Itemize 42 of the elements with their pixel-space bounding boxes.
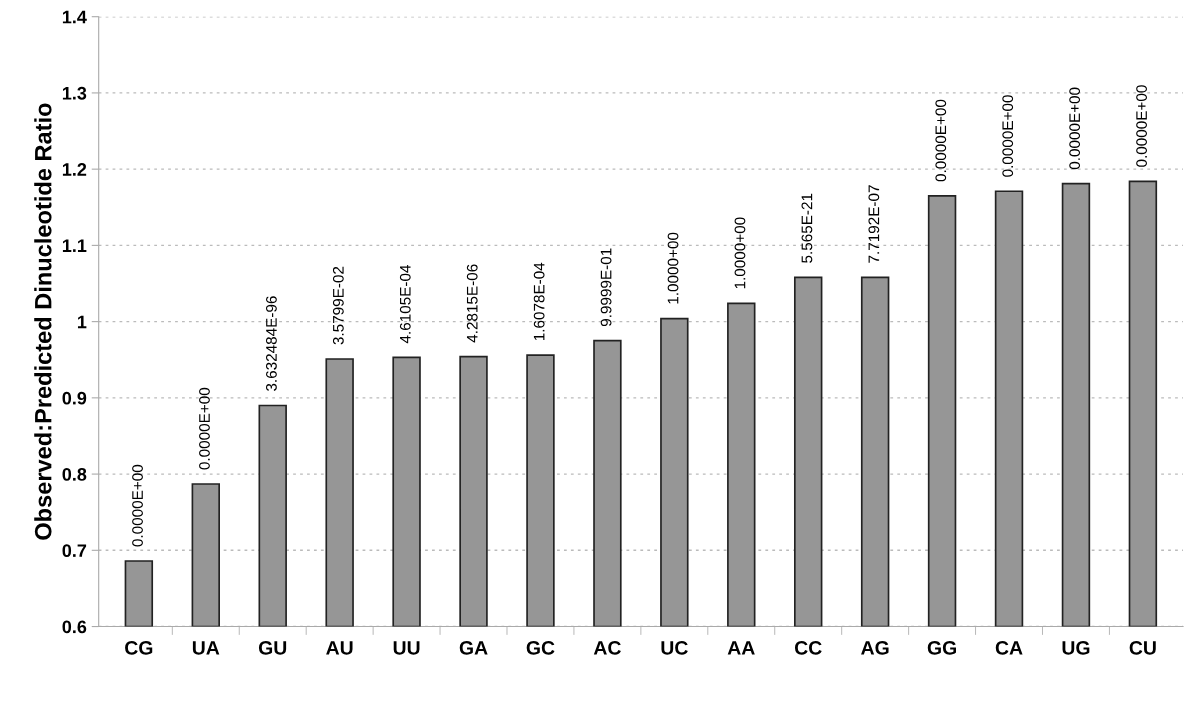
x-tick-label: GA [459, 640, 488, 655]
x-tick-label: CC [794, 640, 822, 655]
x-tick-label: AG [861, 640, 889, 655]
y-tick-label: 1 [77, 315, 87, 329]
x-tick-label: GG [927, 640, 956, 655]
annotation: 4.6105E-04 [399, 265, 411, 344]
y-tick-label: 1.2 [62, 163, 87, 176]
annotation: 0.0000E+00 [1002, 95, 1014, 177]
annotation: 1.0000+00 [734, 217, 746, 289]
annotation: 5.565E-21 [801, 193, 813, 263]
y-tick-label: 1.1 [62, 239, 87, 252]
annotation: 3.632484E-96 [266, 296, 277, 391]
x-tick-label: AA [727, 641, 755, 655]
x-tick-label: CA [995, 640, 1023, 655]
annotation: 3.5799E-02 [332, 266, 344, 345]
annotation: 0.0000E+00 [935, 99, 947, 182]
annotation: 0.0000E+00 [132, 464, 143, 547]
x-tick-label: GC [526, 640, 555, 655]
annotation: 0.0000E+00 [1069, 87, 1081, 170]
annotation: 1.6078E-04 [533, 262, 545, 341]
y-tick-label: 1.4 [62, 10, 87, 24]
annotation: 7.7192E-07 [868, 185, 880, 263]
annotation: 0.0000E+00 [199, 387, 210, 470]
annotation: 0.0000E+00 [1136, 85, 1147, 167]
x-tick-label: UA [192, 641, 220, 655]
x-tick-label: UG [1062, 640, 1090, 655]
x-tick-label: GU [258, 640, 287, 655]
y-tick-label: 0.7 [62, 544, 87, 558]
annotation: 9.9999E-01 [600, 248, 612, 327]
annotation: 4.2815E-06 [466, 264, 478, 343]
annotation: 1.0000+00 [667, 232, 679, 304]
y-axis-title: Observed:Predicted Dinucleotide Ratio [34, 103, 52, 540]
x-tick-label: UC [661, 640, 688, 655]
y-tick-label: 1.3 [62, 86, 87, 100]
x-tick-label: CU [1129, 640, 1156, 655]
y-tick-label: 0.8 [62, 468, 87, 481]
x-tick-label: AC [593, 640, 621, 655]
y-tick-label: 0.9 [62, 391, 87, 405]
x-tick-label: CG [125, 640, 153, 655]
x-tick-label: UU [393, 641, 420, 655]
y-tick-label: 0.6 [62, 620, 87, 634]
x-tick-label: AU [326, 641, 353, 655]
